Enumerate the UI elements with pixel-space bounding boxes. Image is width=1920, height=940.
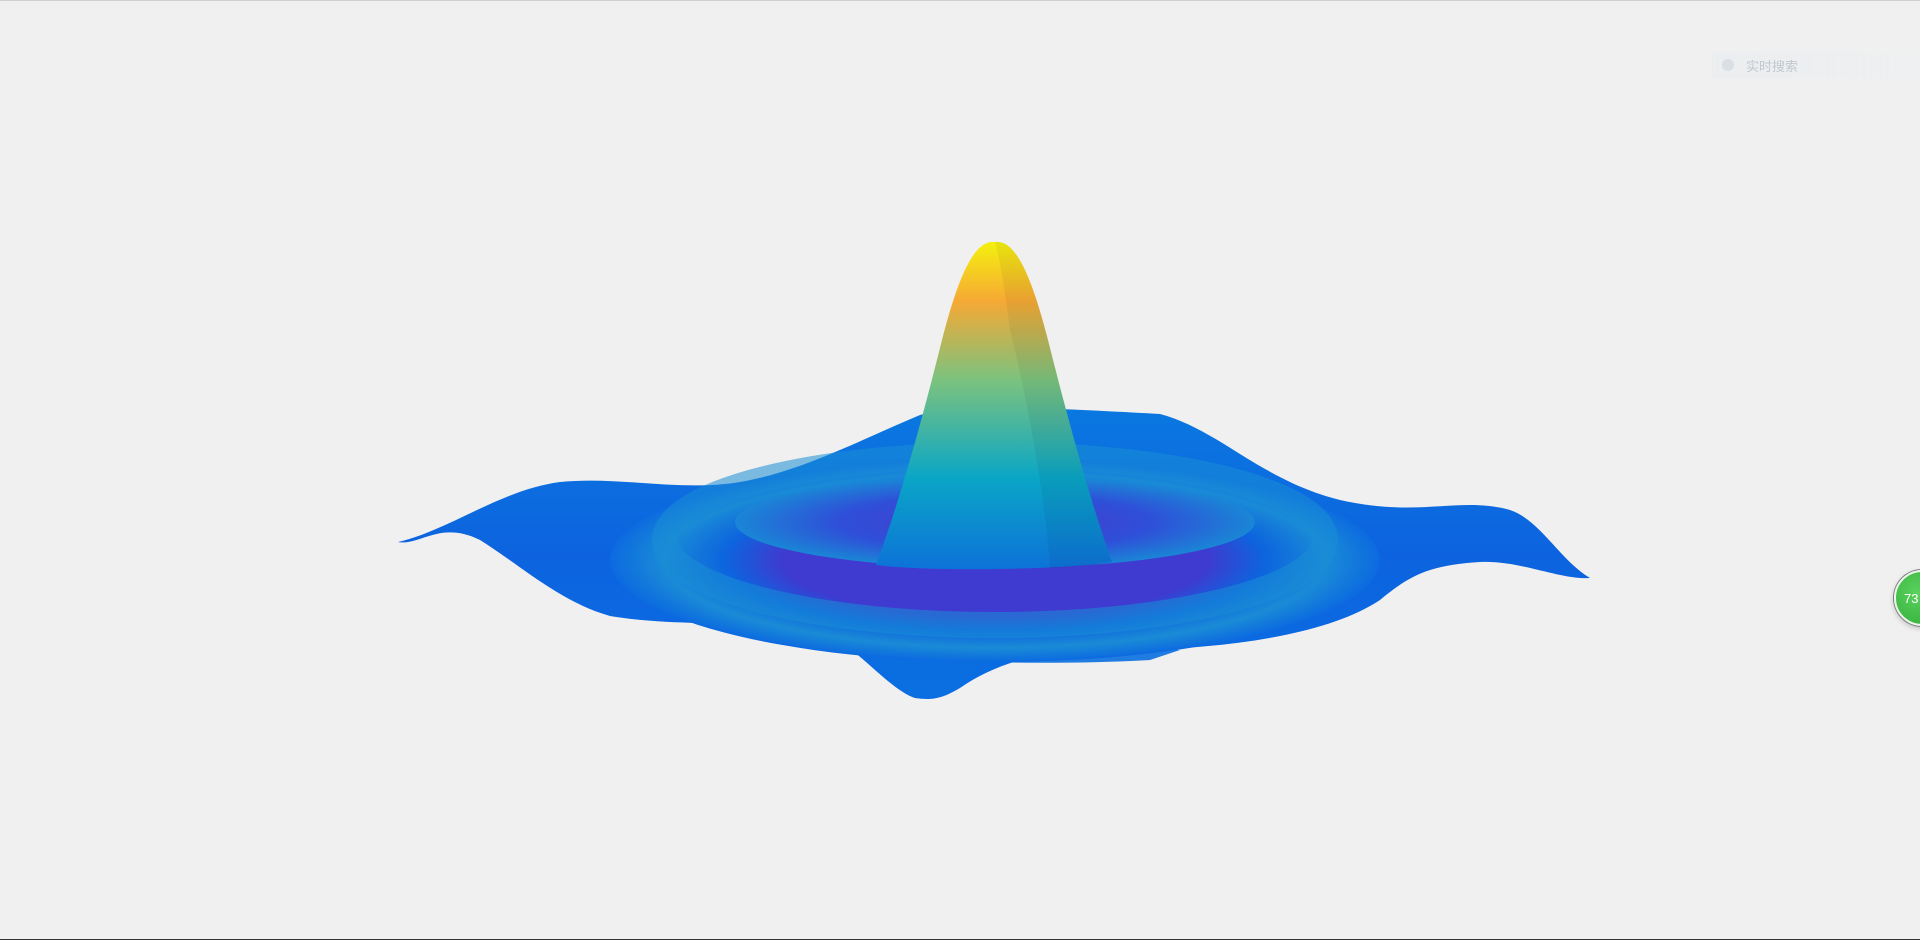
- search-icon: [1722, 59, 1734, 71]
- surface-peak-shade: [995, 241, 1112, 568]
- badge-value: 73: [1904, 590, 1919, 606]
- window-top-border: [0, 0, 1920, 1]
- search-box[interactable]: 实时搜索: [1712, 52, 1920, 78]
- surface-central-peak: [876, 241, 1112, 570]
- search-placeholder: 实时搜索: [1746, 58, 1799, 74]
- surface-front-dip: [820, 628, 1180, 699]
